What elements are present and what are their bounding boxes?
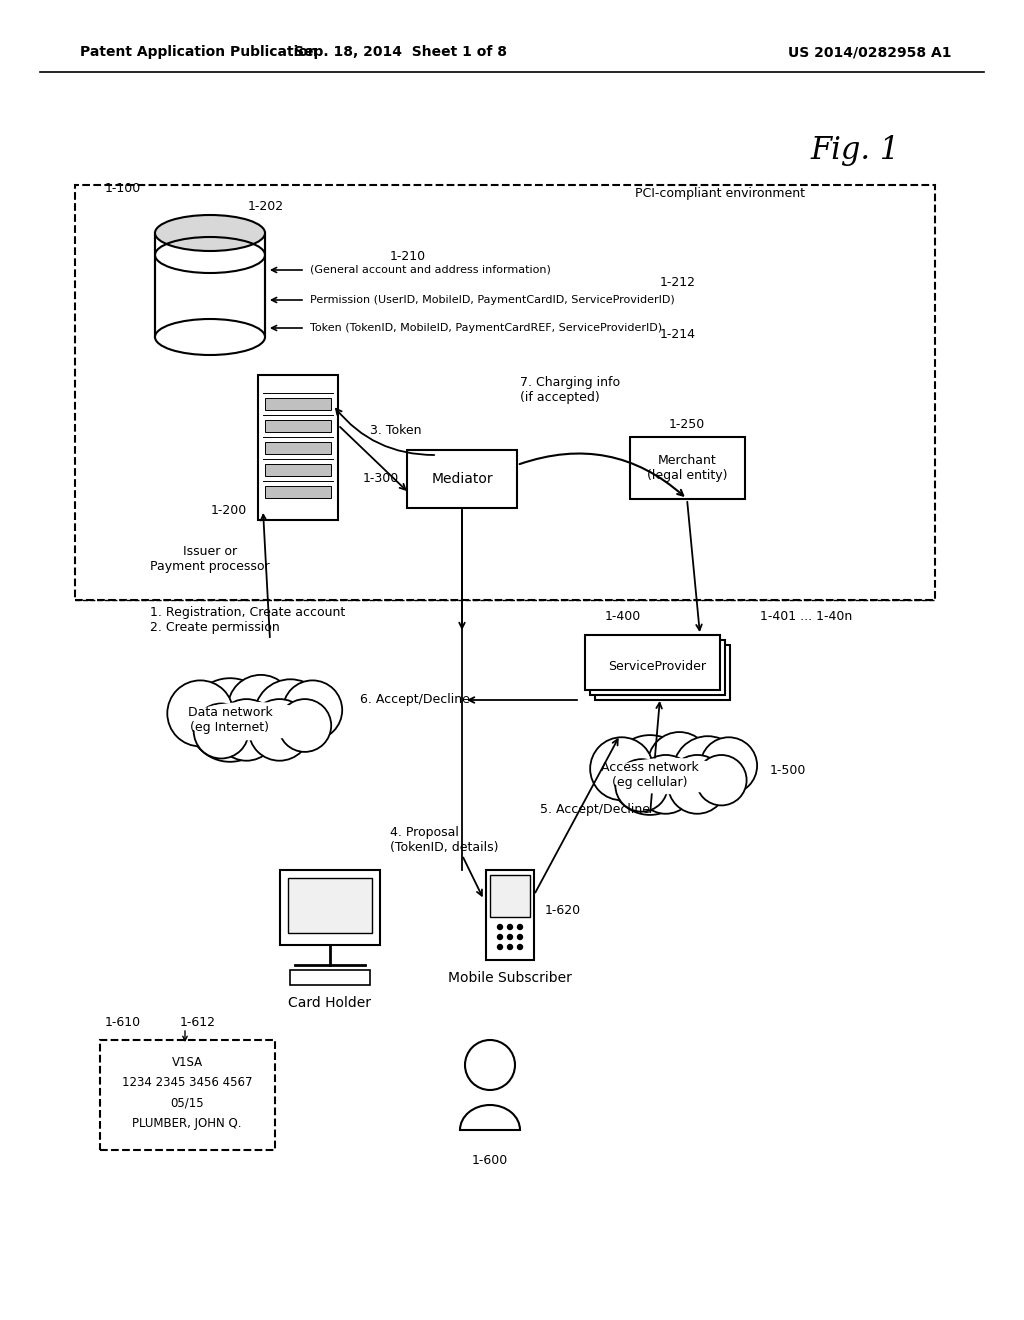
Text: Mediator: Mediator [431,473,493,486]
Text: ServiceProvider: ServiceProvider [608,660,706,673]
Text: 1-620: 1-620 [545,903,582,916]
Text: Data network
(eg Internet): Data network (eg Internet) [187,706,272,734]
Circle shape [254,680,327,752]
FancyBboxPatch shape [290,970,370,985]
FancyBboxPatch shape [265,486,331,498]
FancyBboxPatch shape [288,878,372,933]
Text: (General account and address information): (General account and address information… [310,265,551,275]
Circle shape [636,755,695,813]
FancyBboxPatch shape [258,375,338,520]
Circle shape [216,700,278,760]
Ellipse shape [155,215,265,251]
Circle shape [227,675,294,741]
Circle shape [498,945,503,949]
Circle shape [498,935,503,940]
FancyBboxPatch shape [595,645,730,700]
Text: Permission (UserID, MobileID, PaymentCardID, ServiceProviderID): Permission (UserID, MobileID, PaymentCar… [310,294,675,305]
Text: 1-400: 1-400 [605,610,641,623]
FancyBboxPatch shape [590,640,725,696]
Circle shape [498,924,503,929]
Circle shape [648,733,711,795]
Text: 1-600: 1-600 [472,1154,508,1167]
FancyBboxPatch shape [265,442,331,454]
Circle shape [194,704,249,759]
Text: 1-250: 1-250 [669,417,706,430]
Text: PCI-compliant environment: PCI-compliant environment [635,187,805,201]
FancyBboxPatch shape [155,234,265,337]
Text: 7. Charging info
(if accepted): 7. Charging info (if accepted) [520,376,621,404]
Text: Access network
(eg cellular): Access network (eg cellular) [601,762,698,789]
Circle shape [508,935,512,940]
Text: Patent Application Publication: Patent Application Publication [80,45,317,59]
Text: Sep. 18, 2014  Sheet 1 of 8: Sep. 18, 2014 Sheet 1 of 8 [294,45,507,59]
Text: Merchant
(legal entity): Merchant (legal entity) [647,454,727,482]
FancyBboxPatch shape [585,635,720,690]
Text: 1234 2345 3456 4567: 1234 2345 3456 4567 [122,1077,252,1089]
Text: US 2014/0282958 A1: US 2014/0282958 A1 [788,45,951,59]
Circle shape [668,755,727,813]
Circle shape [700,738,757,795]
FancyBboxPatch shape [486,870,534,960]
Circle shape [188,678,271,762]
Circle shape [610,735,690,814]
Text: Card Holder: Card Holder [289,997,372,1010]
Circle shape [279,700,331,752]
Text: 3. Token: 3. Token [370,424,422,437]
Circle shape [517,924,522,929]
Ellipse shape [155,319,265,355]
Text: PLUMBER, JOHN Q.: PLUMBER, JOHN Q. [132,1117,242,1130]
Text: 1-200: 1-200 [211,503,247,516]
Ellipse shape [566,743,734,807]
Text: V1SA: V1SA [171,1056,203,1069]
FancyBboxPatch shape [630,437,745,499]
Circle shape [465,1040,515,1090]
Text: 05/15: 05/15 [170,1097,204,1110]
Circle shape [696,755,746,805]
FancyBboxPatch shape [265,399,331,411]
Ellipse shape [608,758,734,795]
FancyBboxPatch shape [407,450,517,508]
FancyBboxPatch shape [490,875,530,917]
Text: Mobile Subscriber: Mobile Subscriber [449,972,572,985]
Text: 1-100: 1-100 [105,182,141,195]
Text: 1-202: 1-202 [248,201,284,213]
Text: 1-214: 1-214 [660,329,696,342]
Text: 1-210: 1-210 [390,251,426,264]
Ellipse shape [186,702,318,741]
Text: Token (TokenID, MobileID, PaymentCardREF, ServiceProviderID): Token (TokenID, MobileID, PaymentCardREF… [310,323,663,333]
Circle shape [249,700,310,760]
Circle shape [615,759,668,812]
FancyBboxPatch shape [75,185,935,601]
Text: 1-212: 1-212 [660,276,696,289]
FancyBboxPatch shape [265,465,331,477]
FancyBboxPatch shape [100,1040,275,1150]
Text: 6. Accept/Decline: 6. Accept/Decline [360,693,470,706]
Text: 5. Accept/Decline: 5. Accept/Decline [540,804,650,817]
Text: 1-300: 1-300 [362,473,399,486]
Text: Issuer or
Payment processor: Issuer or Payment processor [151,545,269,573]
Circle shape [673,737,742,805]
Circle shape [517,935,522,940]
Text: 1-401 ... 1-40n: 1-401 ... 1-40n [760,610,852,623]
Ellipse shape [142,686,318,752]
Circle shape [508,924,512,929]
Circle shape [508,945,512,949]
Text: Fig. 1: Fig. 1 [810,135,900,165]
Text: 1-612: 1-612 [180,1015,216,1028]
Text: 1-610: 1-610 [105,1015,141,1028]
Text: 4. Proposal
(TokenID, details): 4. Proposal (TokenID, details) [390,826,499,854]
Text: 1-500: 1-500 [770,763,806,776]
Text: 1. Registration, Create account
2. Create permission: 1. Registration, Create account 2. Creat… [150,606,345,634]
Circle shape [590,738,653,800]
Circle shape [167,680,233,746]
Circle shape [283,680,342,739]
FancyBboxPatch shape [280,870,380,945]
FancyBboxPatch shape [265,420,331,432]
Circle shape [517,945,522,949]
